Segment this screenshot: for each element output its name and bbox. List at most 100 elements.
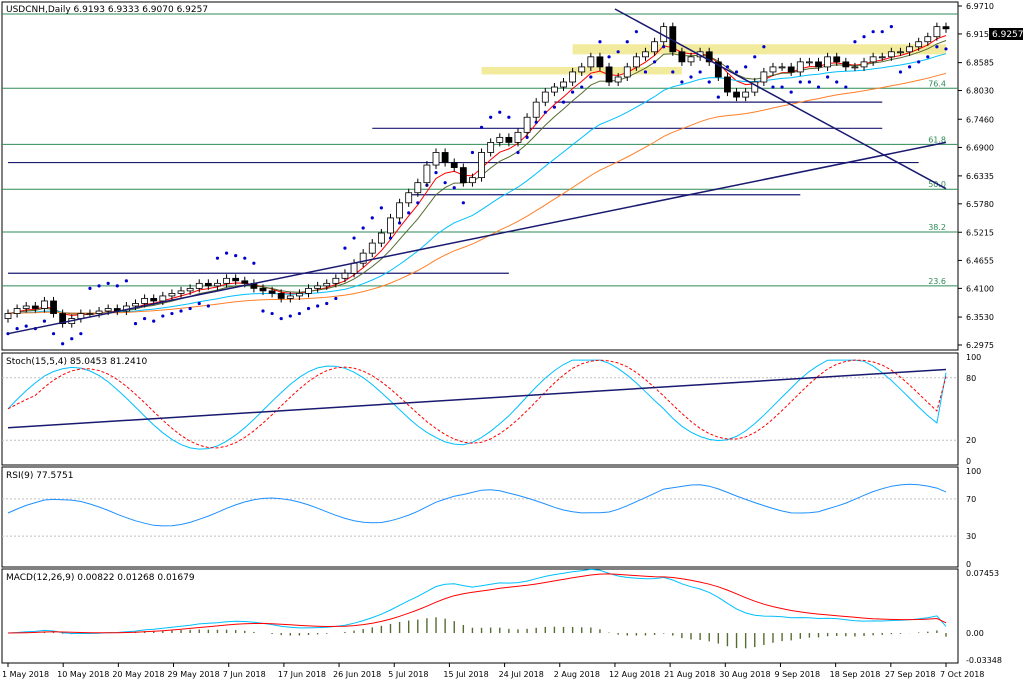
macd-tick-label: 0.00 xyxy=(966,629,984,638)
sar-dot xyxy=(170,311,174,316)
stoch-tick-label: 20 xyxy=(966,436,976,445)
date-label: 7 Jun 2018 xyxy=(223,670,266,679)
sar-dot xyxy=(270,311,274,316)
rsi-header: RSI(9) 77.5751 xyxy=(6,471,73,481)
sar-dot xyxy=(507,115,511,119)
candle-body xyxy=(541,91,549,103)
candle-body xyxy=(86,313,94,315)
sar-dot xyxy=(334,296,338,301)
rsi-tick-label: 30 xyxy=(966,532,976,541)
sar-dot xyxy=(734,70,739,74)
date-label: 18 Sep 2018 xyxy=(830,670,881,679)
sar-dot xyxy=(816,85,821,89)
candle-body xyxy=(833,56,841,63)
sar-dot xyxy=(243,256,247,260)
stoch-tick-label: 100 xyxy=(966,353,981,362)
sar-dot xyxy=(534,120,538,124)
stoch-d-line xyxy=(7,359,947,449)
candle-body xyxy=(733,91,740,98)
sar-dot xyxy=(789,90,793,94)
sar-dot xyxy=(106,281,110,285)
candle-body xyxy=(705,51,713,63)
sar-dot xyxy=(634,30,638,34)
sar-dot xyxy=(479,125,484,129)
sar-dot xyxy=(470,150,475,155)
rsi-tick-label: 70 xyxy=(966,495,976,504)
candle-body xyxy=(150,298,158,302)
price-tick-label: 6.8030 xyxy=(966,87,994,96)
price-tick-label: 6.3530 xyxy=(966,313,994,322)
candle-body xyxy=(423,164,431,184)
sar-dot xyxy=(24,324,28,328)
sar-dot xyxy=(844,85,848,89)
price-tick-label: 6.9710 xyxy=(966,2,994,11)
candle-body xyxy=(332,277,340,284)
candle-body xyxy=(387,217,394,234)
candle-body xyxy=(296,293,303,297)
sar-dot xyxy=(616,50,620,54)
candle-body xyxy=(323,282,331,287)
candle-body xyxy=(532,101,540,118)
date-label: 10 May 2018 xyxy=(57,670,109,679)
candle-body xyxy=(887,51,895,58)
sar-dot xyxy=(416,201,420,205)
candle-body xyxy=(478,152,485,179)
sar-dot xyxy=(224,251,229,255)
sar-dot xyxy=(325,301,329,306)
sar-dot xyxy=(97,284,101,288)
date-label: 24 Jul 2018 xyxy=(499,670,544,679)
candle-body xyxy=(897,51,904,54)
sar-dot xyxy=(598,40,602,44)
candle-body xyxy=(842,61,850,68)
sar-dot xyxy=(826,75,830,79)
sar-dot xyxy=(698,70,702,74)
sar-dot xyxy=(716,95,720,99)
sar-dot xyxy=(397,221,402,225)
sar-dot xyxy=(252,261,256,265)
sar-dot xyxy=(79,332,83,336)
date-label: 15 Jul 2018 xyxy=(443,670,488,679)
candle-body xyxy=(141,298,149,304)
candle-body xyxy=(769,66,777,73)
date-label: 12 Aug 2018 xyxy=(609,670,660,679)
sar-dot xyxy=(161,314,165,318)
date-label: 5 Jul 2018 xyxy=(388,670,428,679)
sar-dot xyxy=(70,337,74,341)
sar-dot xyxy=(215,256,220,260)
sar-dot xyxy=(707,80,711,84)
sar-dot xyxy=(288,314,292,318)
date-label: 7 Oct 2018 xyxy=(940,670,984,679)
candle-body xyxy=(742,91,750,98)
sar-dot xyxy=(88,286,92,290)
sar-dot xyxy=(15,327,19,331)
candle-body xyxy=(632,56,640,68)
date-label: 27 Sep 2018 xyxy=(885,670,936,679)
sar-dot xyxy=(862,35,866,39)
candle-body xyxy=(59,313,67,325)
stoch-pane xyxy=(1,352,959,466)
candle-body xyxy=(678,51,686,63)
macd-signal-line xyxy=(7,573,947,634)
candle-body xyxy=(104,308,112,312)
candle-body xyxy=(651,41,658,53)
candle-body xyxy=(614,76,622,83)
candle-body xyxy=(933,26,941,38)
stoch-trendline xyxy=(7,368,947,429)
candle-body xyxy=(496,136,504,143)
candle-body xyxy=(724,76,731,93)
candle-body xyxy=(305,287,312,294)
candle-body xyxy=(204,282,212,287)
sar-dot xyxy=(689,75,693,79)
candle-body xyxy=(596,56,604,68)
last-price-box xyxy=(989,28,1023,40)
sar-dot xyxy=(51,332,56,336)
sar-dot xyxy=(671,70,675,74)
price-tick-label: 6.7460 xyxy=(966,115,994,124)
sar-dot xyxy=(744,65,748,69)
sar-dot xyxy=(42,319,47,323)
candle-body xyxy=(396,202,403,219)
candle-body xyxy=(41,300,48,309)
sar-dot xyxy=(498,110,502,114)
candle-body xyxy=(441,152,449,163)
